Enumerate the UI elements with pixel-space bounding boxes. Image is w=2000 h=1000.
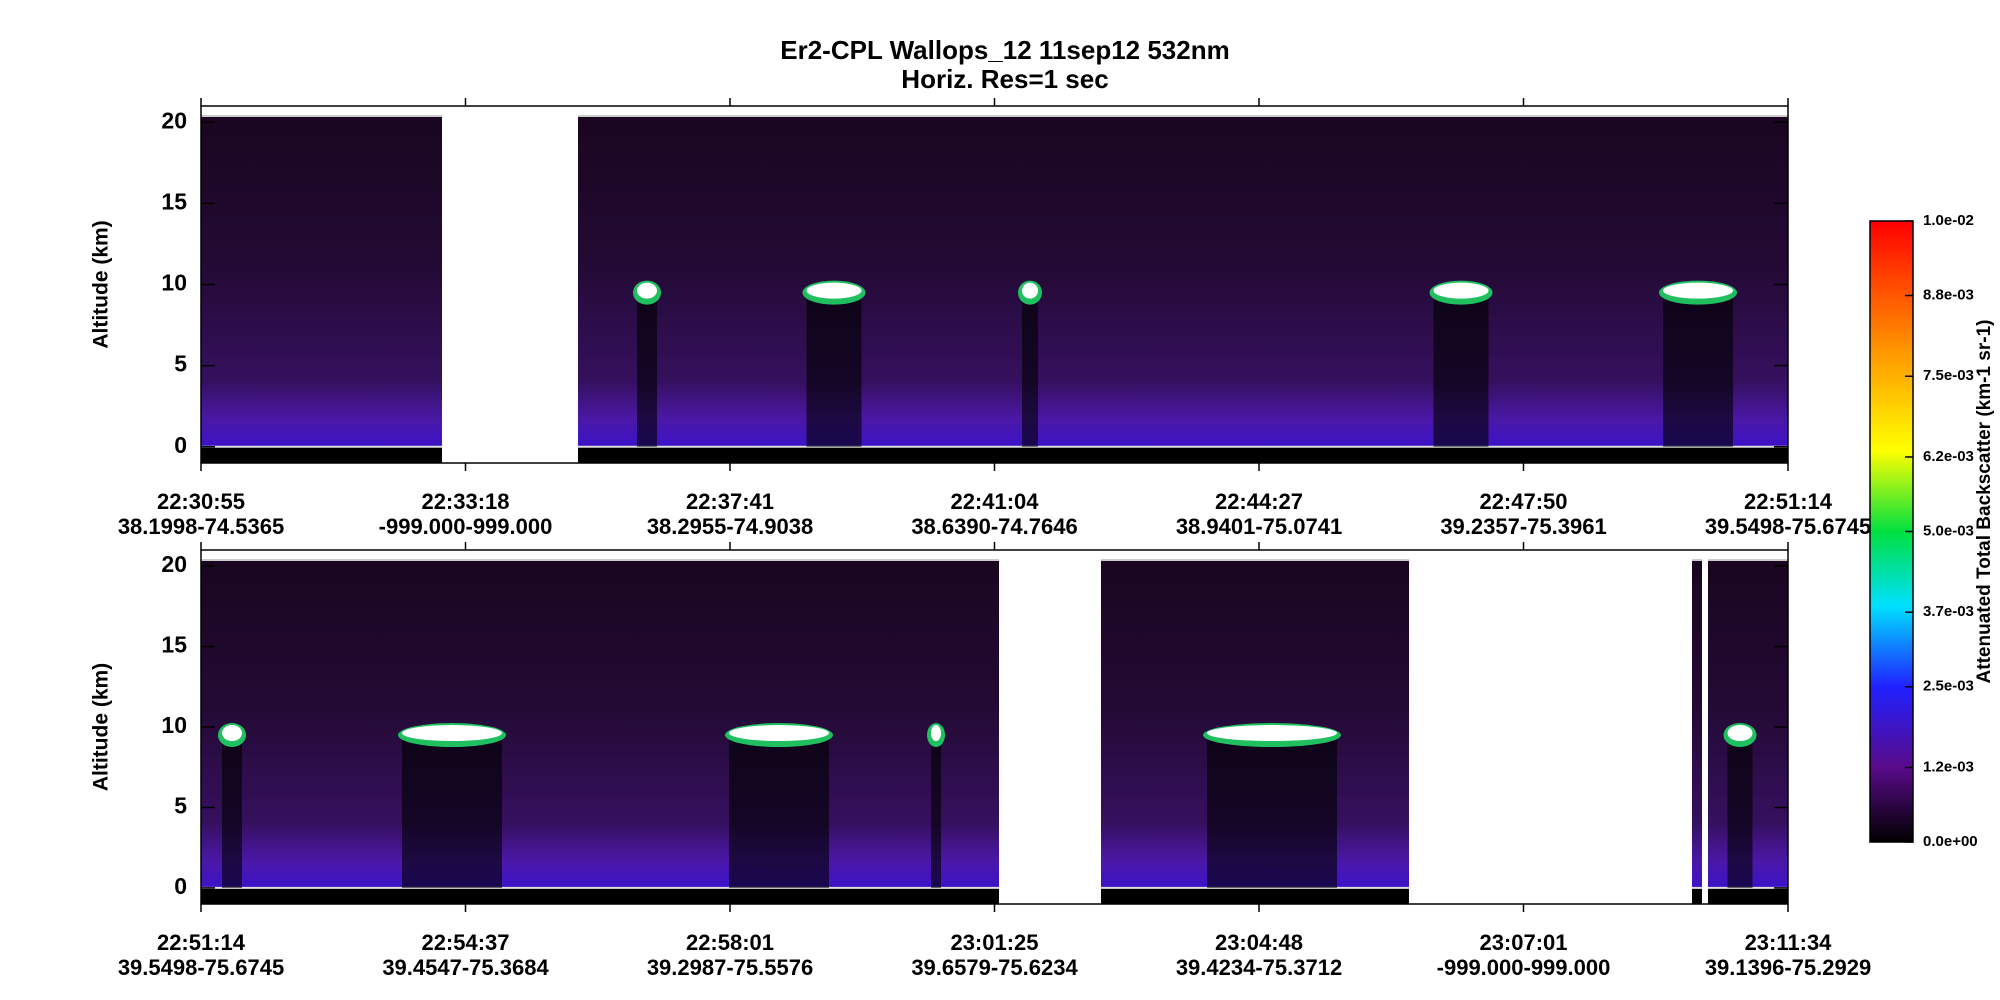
y-tick-label: 5 [174, 351, 187, 377]
chart-subtitle: Horiz. Res=1 sec [901, 64, 1108, 94]
cloud [931, 725, 941, 742]
colorbar-tick-label: 8.8e-03 [1923, 286, 1974, 303]
backscatter-image [1692, 560, 1702, 888]
cloud [402, 725, 502, 742]
cloud-shadow [729, 735, 829, 888]
x-tick-label: 23:01:25 [950, 930, 1038, 955]
cloud [1207, 725, 1337, 742]
x-position-label: 39.5498-75.6745 [118, 955, 284, 980]
colorbar-tick-label: 2.5e-03 [1923, 678, 1974, 695]
cloud-shadow [222, 735, 242, 888]
x-tick-label: 22:54:37 [421, 930, 509, 955]
x-position-label: 39.6579-75.6234 [911, 955, 1078, 980]
colorbar-label: Attenuated Total Backscatter (km-1 sr-1) [1974, 320, 1995, 684]
x-position-label: 38.9401-75.0741 [1176, 514, 1342, 539]
cloud-shadow [1022, 292, 1038, 447]
x-tick-label: 22:33:18 [421, 489, 509, 514]
x-tick-label: 22:51:14 [157, 930, 246, 955]
x-position-label: 38.6390-74.7646 [911, 514, 1077, 539]
x-tick-label: 22:41:04 [950, 489, 1039, 514]
ground [1692, 887, 1702, 904]
colorbar-tick-label: 0.0e+00 [1923, 833, 1978, 850]
cloud-shadow [806, 292, 862, 447]
ground [1101, 887, 1409, 904]
x-position-label: 38.2955-74.9038 [647, 514, 813, 539]
cloud-shadow [1727, 735, 1753, 888]
colorbar-tick-label: 3.7e-03 [1923, 603, 1974, 620]
cloud [1022, 282, 1038, 299]
y-tick-label: 20 [161, 107, 187, 133]
x-tick-label: 22:44:27 [1215, 489, 1303, 514]
cloud [1663, 282, 1733, 299]
x-position-label: 39.4547-75.3684 [382, 955, 549, 980]
x-position-label: 39.2357-75.3961 [1440, 514, 1606, 539]
x-tick-label: 22:47:50 [1479, 489, 1567, 514]
x-tick-label: 22:58:01 [686, 930, 774, 955]
x-position-label: -999.000-999.000 [1437, 955, 1611, 980]
colorbar-tick-label: 5.0e-03 [1923, 522, 1974, 539]
ground [1708, 887, 1788, 904]
x-position-label: 39.4234-75.3712 [1176, 955, 1342, 980]
y-tick-label: 0 [174, 873, 187, 899]
y-tick-label: 15 [161, 632, 187, 658]
x-tick-label: 22:37:41 [686, 489, 774, 514]
y-tick-label: 10 [161, 270, 187, 296]
ground [201, 446, 442, 463]
colorbar-tick-label: 1.2e-03 [1923, 758, 1974, 775]
ground [201, 887, 999, 904]
x-position-label: 39.2987-75.5576 [647, 955, 813, 980]
cloud-shadow [1207, 735, 1337, 888]
cloud [637, 282, 657, 299]
y-tick-label: 0 [174, 432, 187, 458]
cloud [222, 725, 242, 742]
x-position-label: 38.1998-74.5365 [118, 514, 284, 539]
y-tick-label: 20 [161, 551, 187, 577]
cloud-shadow [931, 735, 941, 888]
ground [578, 446, 1788, 463]
x-tick-label: 22:30:55 [157, 489, 245, 514]
x-tick-label: 23:11:34 [1745, 930, 1833, 955]
cloud-shadow [1663, 292, 1733, 447]
colorbar-tick-label: 6.2e-03 [1923, 448, 1974, 465]
y-tick-label: 10 [161, 712, 187, 738]
cloud [806, 282, 862, 299]
y-axis-label: Altitude (km) [90, 663, 113, 791]
x-position-label: 39.5498-75.6745 [1705, 514, 1871, 539]
x-position-label: -999.000-999.000 [379, 514, 553, 539]
x-tick-label: 22:51:14 [1744, 489, 1833, 514]
y-tick-label: 15 [161, 188, 187, 214]
x-tick-label: 23:04:48 [1215, 930, 1303, 955]
colorbar-tick-label: 7.5e-03 [1923, 367, 1974, 384]
x-position-label: 39.1396-75.2929 [1705, 955, 1871, 980]
backscatter-image [201, 560, 999, 888]
colorbar-tick-label: 1.0e-02 [1923, 212, 1974, 229]
cloud-shadow [402, 735, 502, 888]
x-tick-label: 23:07:01 [1479, 930, 1567, 955]
cloud-shadow [1433, 292, 1489, 447]
cloud-shadow [637, 292, 657, 447]
y-tick-label: 5 [174, 793, 187, 819]
cloud [1433, 282, 1489, 299]
chart-title: Er2-CPL Wallops_12 11sep12 532nm [780, 35, 1229, 65]
backscatter-image [201, 116, 442, 447]
cloud [729, 725, 829, 742]
cloud [1727, 725, 1753, 742]
y-axis-label: Altitude (km) [90, 220, 113, 348]
backscatter-image [578, 116, 1788, 447]
